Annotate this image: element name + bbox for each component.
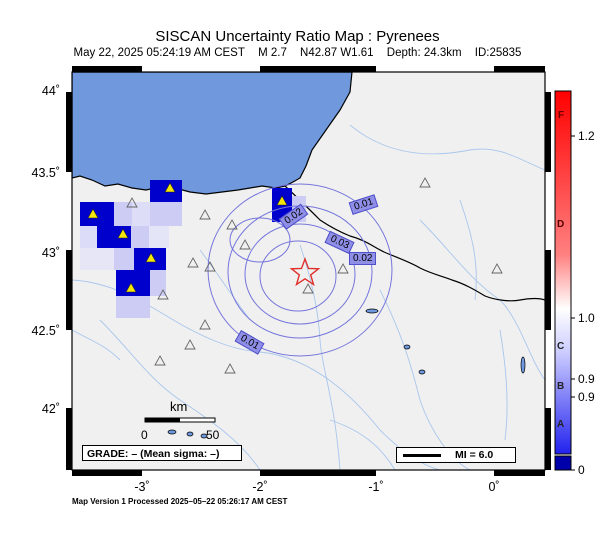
scale-unit: km bbox=[170, 399, 188, 414]
colorbar-value: 1.2 bbox=[578, 129, 595, 143]
scale-max: 50 bbox=[206, 428, 220, 442]
uncertainty-cell bbox=[131, 226, 149, 248]
lat-label: 42.5˚ bbox=[31, 324, 61, 338]
lat-label: 43.5˚ bbox=[31, 166, 61, 180]
event-magnitude: M 2.7 bbox=[258, 47, 287, 59]
lon-label: -2˚ bbox=[252, 480, 268, 494]
active-stations bbox=[87, 182, 288, 293]
stations bbox=[126, 177, 503, 374]
uncertainty-cell bbox=[116, 296, 150, 318]
map-title: SISCAN Uncertainty Ratio Map : Pyrenees bbox=[155, 28, 440, 45]
uncertainty-cell bbox=[80, 226, 97, 248]
colorbar-value: 1.0 bbox=[578, 311, 595, 325]
colorbar-letter: B bbox=[557, 381, 565, 392]
uncertainty-cell bbox=[149, 226, 169, 248]
colorbar-value: 0 bbox=[578, 463, 585, 477]
colorbar-letter: C bbox=[557, 341, 565, 352]
scale-bar bbox=[144, 417, 216, 423]
colorbar-letter: D bbox=[557, 219, 565, 230]
lon-label: -3˚ bbox=[134, 480, 150, 494]
uncertainty-cell bbox=[150, 202, 182, 226]
epicenter-star bbox=[289, 256, 321, 287]
colorbar-letter: F bbox=[558, 110, 565, 121]
scale-min: 0 bbox=[141, 428, 148, 442]
border-line bbox=[284, 185, 545, 302]
lakes bbox=[167, 308, 526, 439]
uncertainty-cell bbox=[114, 202, 132, 226]
map-frame bbox=[66, 66, 551, 476]
lon-label: 0˚ bbox=[488, 480, 500, 494]
lon-label: -1˚ bbox=[368, 480, 384, 494]
lat-label: 43˚ bbox=[41, 246, 60, 260]
mi-legend-text: MI = 6.0 bbox=[455, 449, 494, 461]
colorbar-letter: A bbox=[557, 419, 565, 430]
lat-label: 44˚ bbox=[41, 84, 60, 98]
uncertainty-cell bbox=[132, 202, 150, 226]
colorbar-value: 0.9 bbox=[578, 372, 595, 386]
event-date: May 22, 2025 05:24:19 AM CEST bbox=[73, 47, 245, 59]
event-location: N42.87 W1.61 bbox=[300, 47, 374, 59]
uncertainty-cell bbox=[80, 202, 114, 226]
colorbar-value: 0.9 bbox=[578, 390, 595, 404]
grade-box: GRADE: – (Mean sigma: –) bbox=[82, 445, 242, 461]
uncertainty-cell bbox=[80, 248, 114, 270]
uncertainty-cell bbox=[114, 248, 134, 270]
colorbar bbox=[554, 90, 575, 471]
bay-of-biscay bbox=[72, 72, 353, 195]
contour-label: 0.02 bbox=[349, 252, 377, 265]
mi-legend-bar bbox=[403, 454, 441, 457]
event-depth: Depth: 24.3km bbox=[386, 47, 462, 59]
uncertainty-cell bbox=[150, 270, 166, 296]
map-version-footer: Map Version 1 Processed 2025–05–22 05:26… bbox=[72, 497, 288, 506]
lat-label: 42˚ bbox=[41, 402, 60, 416]
uncertainty-cells bbox=[80, 180, 306, 318]
event-info: May 22, 2025 05:24:19 AM CEST M 2.7 N42.… bbox=[0, 47, 595, 59]
mi-legend: MI = 6.0 bbox=[396, 447, 516, 463]
event-id: ID:25835 bbox=[474, 47, 522, 59]
